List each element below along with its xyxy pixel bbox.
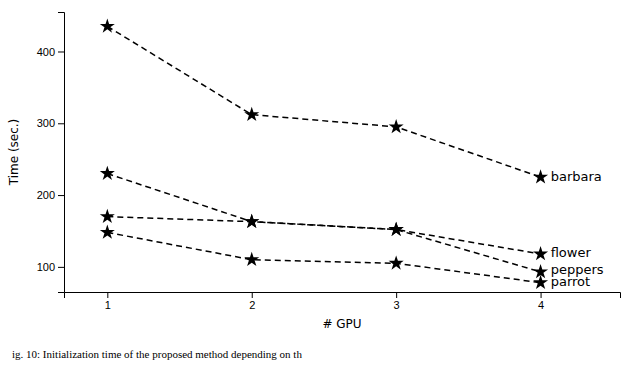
series-marker: [100, 18, 115, 32]
annotation: flower: [551, 245, 592, 260]
series-marker: [389, 119, 404, 133]
series-marker: [533, 246, 548, 260]
data-marks: [100, 18, 548, 289]
series-line: [107, 232, 540, 282]
x-tick-line: [252, 292, 253, 298]
series-marker: [100, 225, 115, 239]
series-marker: [244, 107, 259, 121]
chart-svg: 1234100200300400barbaraflowerpeppersparr…: [0, 0, 640, 370]
series: [100, 225, 548, 290]
series-marker: [244, 214, 259, 228]
y-tick-label: 100: [37, 261, 55, 273]
y-axis-line: [58, 13, 65, 293]
y-tick: 200: [37, 189, 64, 201]
annotations: barbaraflowerpeppersparrot: [551, 169, 604, 290]
x-tick-label: 4: [538, 299, 544, 311]
y-axis: 100 200 300 400: [37, 13, 65, 293]
y-tick-line: [58, 267, 64, 268]
series: [100, 18, 548, 183]
series-marker: [533, 169, 548, 183]
y-tick: 100: [37, 261, 64, 273]
y-tick: 300: [37, 117, 64, 129]
x-axis-line: [65, 293, 621, 299]
x-tick: 2: [249, 292, 255, 311]
y-tick-label: 400: [37, 46, 55, 58]
series-line: [107, 174, 540, 254]
annotation: parrot: [551, 274, 590, 289]
series-line: [107, 26, 540, 177]
y-tick-line: [58, 195, 64, 196]
y-tick-line: [58, 123, 64, 124]
plot-area: 1234100200300400barbaraflowerpeppersparr…: [37, 13, 621, 311]
series-line: [107, 217, 540, 272]
y-axis-title: Time (sec.): [7, 119, 21, 187]
x-axis-title: # GPU: [322, 317, 361, 331]
x-tick-label: 2: [249, 299, 255, 311]
x-tick-label: 1: [105, 299, 111, 311]
x-tick-line: [107, 292, 108, 298]
y-tick-label: 200: [37, 189, 55, 201]
x-tick-label: 3: [394, 299, 400, 311]
series-marker: [244, 214, 259, 228]
x-tick-line: [396, 292, 397, 298]
x-tick-line: [541, 292, 542, 298]
y-tick: 400: [37, 46, 64, 58]
series-marker: [100, 166, 115, 180]
series-marker: [100, 209, 115, 223]
x-axis: 1 2 3 4: [65, 292, 621, 311]
series-marker: [533, 275, 548, 289]
caption: ig. 10: Initialization time of the propo…: [12, 348, 302, 360]
x-tick: 3: [394, 292, 400, 311]
annotation: barbara: [551, 169, 602, 184]
series-marker: [389, 255, 404, 269]
x-tick: 1: [105, 292, 111, 311]
series-marker: [389, 222, 404, 236]
series: [100, 166, 548, 261]
series-marker: [244, 252, 259, 266]
y-tick-line: [58, 51, 64, 52]
y-tick-label: 300: [37, 117, 55, 129]
x-tick: 4: [538, 292, 544, 311]
